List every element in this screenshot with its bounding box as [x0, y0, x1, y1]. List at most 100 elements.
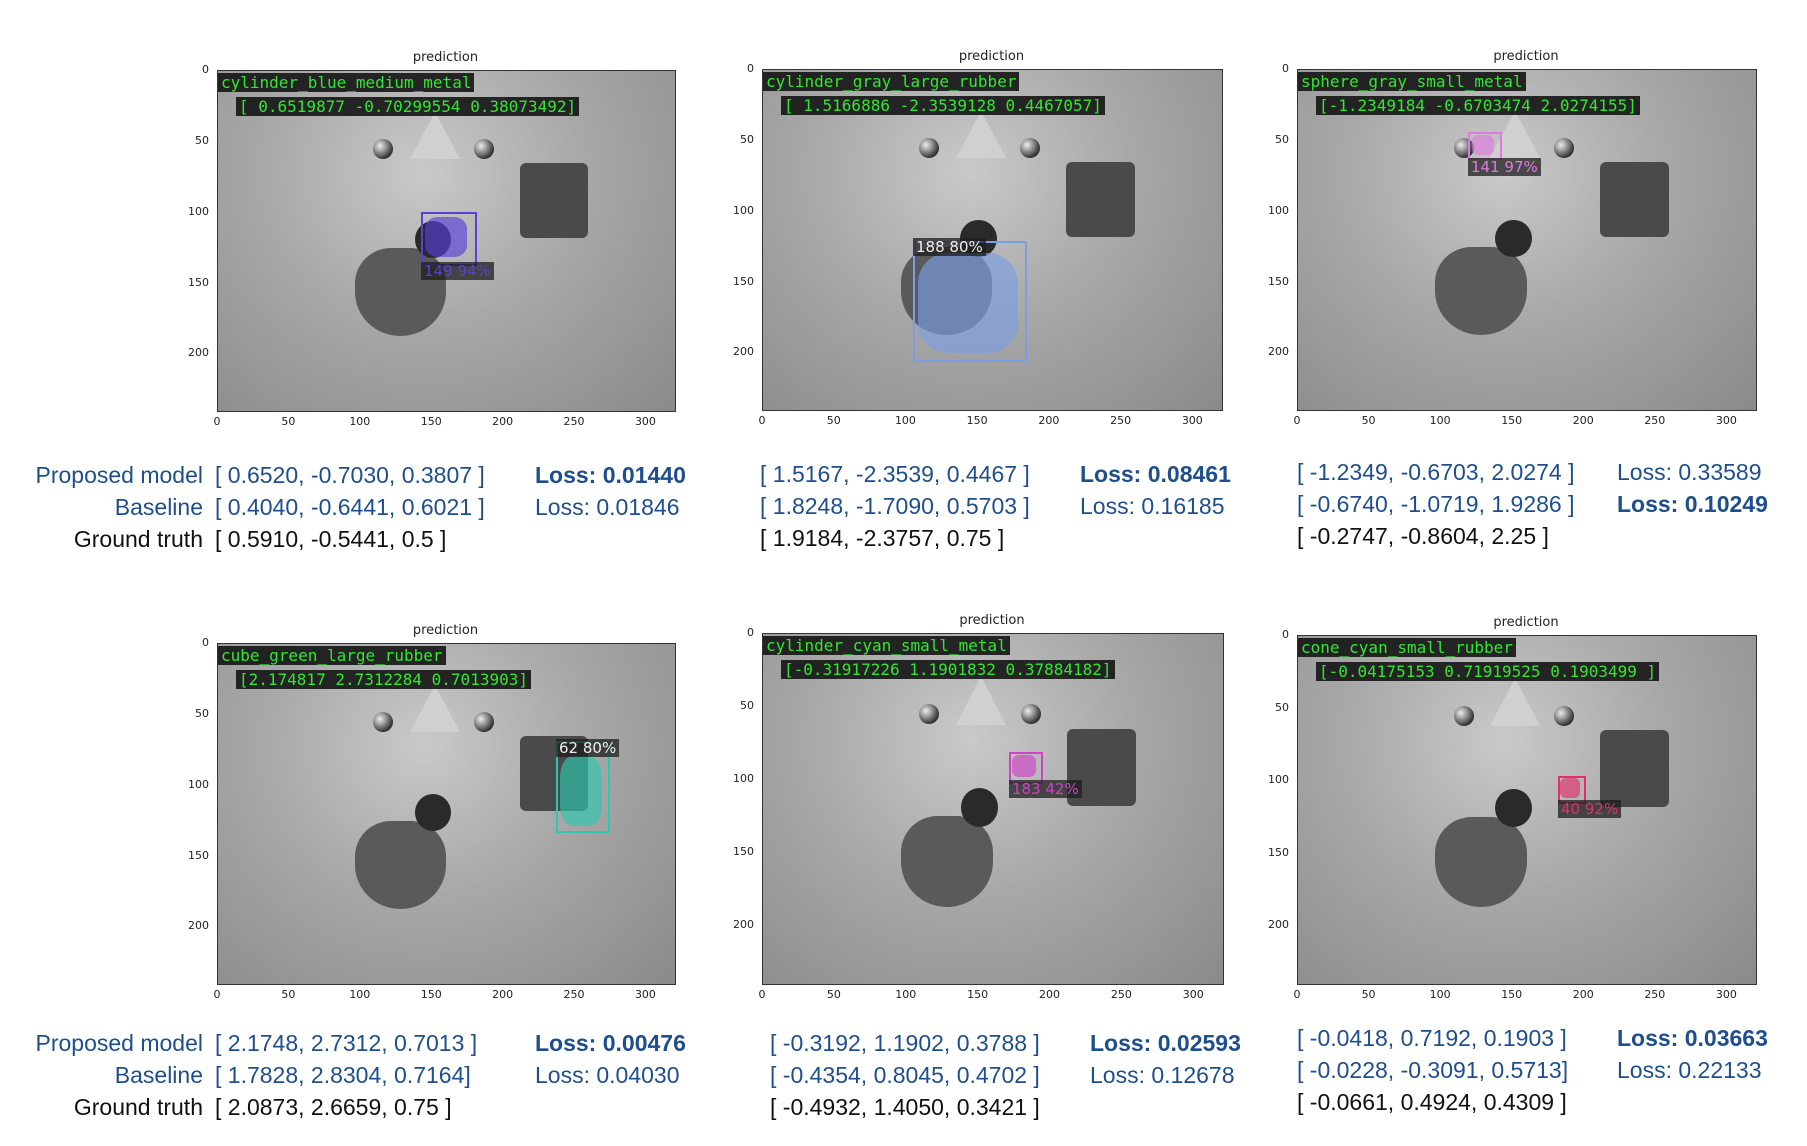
x-tick-label: 300: [1182, 988, 1204, 1001]
detection-vector-label: [ 0.6519877 -0.70299554 0.38073492]: [236, 97, 580, 116]
x-tick-label: 250: [1644, 988, 1666, 1001]
object-mask: [1560, 778, 1580, 798]
object-score-label: 149 94%: [421, 262, 494, 280]
x-tick-label: 200: [1572, 988, 1594, 1001]
y-tick-label: 100: [1268, 773, 1289, 786]
vector-ground-truth: [ 0.5910, -0.5441, 0.5 ]: [215, 526, 447, 552]
detection-class-label: cone_cyan_small_rubber: [1298, 638, 1516, 657]
y-tick-label: 150: [188, 275, 209, 289]
loss-baseline: Loss: 0.01846: [535, 494, 680, 520]
scene-cube: [519, 162, 589, 238]
y-tick-label: 0: [202, 636, 209, 649]
y-tick-label: 100: [733, 203, 754, 217]
y-tick-label: 100: [188, 777, 209, 791]
x-tick-label: 0: [1293, 988, 1301, 1001]
x-tick-label: 150: [967, 988, 989, 1001]
x-tick-label: 50: [281, 988, 296, 1001]
scene-image: sphere_gray_small_metal [-1.2349184 -0.67…: [1297, 69, 1757, 411]
row-label-baseline: Baseline: [114, 494, 203, 520]
vector-proposed: [ -1.2349, -0.6703, 2.0274 ]: [1297, 459, 1575, 485]
detection-vector-label: [-0.04175153 0.71919525 0.1903499 ]: [1316, 662, 1660, 681]
object-mask: [1472, 135, 1494, 155]
scene-small-cylinder: [414, 793, 452, 831]
x-tick-label: 300: [1715, 988, 1737, 1001]
y-tick-label: 200: [733, 345, 754, 359]
vector-ground-truth: [ -0.4932, 1.4050, 0.3421 ]: [770, 1094, 1040, 1120]
loss-baseline: Loss: 0.16185: [1080, 493, 1225, 519]
x-tick-label: 250: [1110, 414, 1132, 427]
y-tick-label: 200: [188, 919, 209, 933]
panel-title: prediction: [1493, 49, 1559, 64]
panel-title: prediction: [412, 50, 479, 65]
y-tick-label: 50: [740, 698, 754, 712]
x-tick-label: 200: [492, 988, 514, 1001]
y-tick-label: 100: [733, 771, 754, 785]
y-tick-label: 150: [188, 848, 209, 862]
y-tick-label: 0: [747, 626, 754, 639]
x-tick-label: 100: [349, 415, 371, 428]
row-label-proposed: Proposed model: [35, 1030, 204, 1056]
scene-cylinder: [355, 820, 447, 910]
detection-vector-label: [-0.31917226 1.1901832 0.37884182]: [781, 660, 1115, 679]
x-tick-label: 150: [966, 414, 988, 427]
x-tick-label: 0: [1293, 414, 1301, 427]
scene-cylinder: [1435, 246, 1527, 336]
row-label-ground-truth: Ground truth: [73, 526, 203, 552]
panel-title: prediction: [1493, 615, 1559, 630]
y-tick-label: 0: [747, 62, 754, 75]
scene-small-cylinder: [1494, 219, 1532, 257]
object-score-label: 183 42%: [1009, 780, 1082, 798]
object-score-label: 40 92%: [1558, 800, 1622, 818]
object-mask: [560, 756, 602, 826]
detection-class-label: cube_green_large_rubber: [218, 646, 446, 665]
y-tick-label: 200: [1268, 345, 1289, 359]
vector-proposed: [ 0.6520, -0.7030, 0.3807 ]: [215, 462, 485, 488]
detection-class-label: cylinder_cyan_small_metal: [763, 636, 1010, 655]
y-tick-label: 100: [188, 204, 209, 218]
x-tick-label: 50: [1361, 414, 1376, 427]
detection-class-label: cylinder_gray_large_rubber: [763, 72, 1020, 91]
vector-baseline: [ 1.8248, -1.7090, 0.5703 ]: [760, 493, 1030, 519]
scene-cone: [956, 676, 1007, 725]
scene-cone: [955, 110, 1006, 158]
loss-baseline: Loss: 0.10249: [1617, 491, 1768, 517]
vector-baseline: [ -0.6740, -1.0719, 1.9286 ]: [1297, 491, 1575, 517]
detection-class-label: cylinder_blue_medium_metal: [218, 73, 475, 92]
x-tick-label: 150: [420, 415, 442, 428]
x-tick-label: 300: [634, 415, 656, 428]
y-tick-label: 100: [1268, 203, 1289, 217]
x-tick-label: 250: [1644, 414, 1666, 427]
loss-baseline: Loss: 0.22133: [1617, 1057, 1762, 1083]
y-tick-label: 50: [195, 706, 209, 720]
vector-proposed: [ 2.1748, 2.7312, 0.7013 ]: [215, 1030, 478, 1056]
scene-cylinder: [1435, 816, 1527, 908]
vector-baseline: [ 0.4040, -0.6441, 0.6021 ]: [215, 494, 485, 520]
loss-proposed: Loss: 0.33589: [1617, 459, 1762, 485]
panel-title: prediction: [959, 613, 1025, 628]
object-bounding-box: [1468, 132, 1502, 160]
detection-vector-label: [2.174817 2.7312284 0.7013903]: [236, 670, 531, 689]
vector-baseline: [ 1.7828, 2.8304, 0.7164]: [215, 1062, 471, 1088]
y-tick-label: 50: [740, 132, 754, 146]
vector-baseline: [ -0.0228, -0.3091, 0.5713]: [1297, 1057, 1569, 1083]
y-tick-label: 50: [195, 133, 209, 147]
y-tick-label: 0: [202, 63, 209, 76]
x-tick-label: 150: [1501, 414, 1523, 427]
x-tick-label: 50: [826, 414, 841, 427]
scene-sphere: [1453, 705, 1474, 726]
x-tick-label: 100: [894, 414, 916, 427]
object-score-label: 62 80%: [556, 739, 620, 757]
scene-cube: [1600, 161, 1669, 237]
scene-image: cube_green_large_rubber [2.174817 2.73122…: [217, 643, 676, 985]
y-tick-label: 0: [1282, 62, 1289, 75]
x-tick-label: 100: [1429, 414, 1451, 427]
x-tick-label: 200: [492, 415, 514, 428]
y-tick-label: 200: [188, 346, 209, 360]
row-label-ground-truth: Ground truth: [73, 1094, 203, 1120]
scene-cube: [1065, 161, 1135, 237]
object-score-label: 188 80%: [913, 238, 986, 256]
x-tick-label: 0: [213, 415, 221, 428]
scene-cone: [409, 111, 460, 159]
scene-cone: [1490, 110, 1541, 158]
scene-cylinder: [901, 816, 993, 907]
